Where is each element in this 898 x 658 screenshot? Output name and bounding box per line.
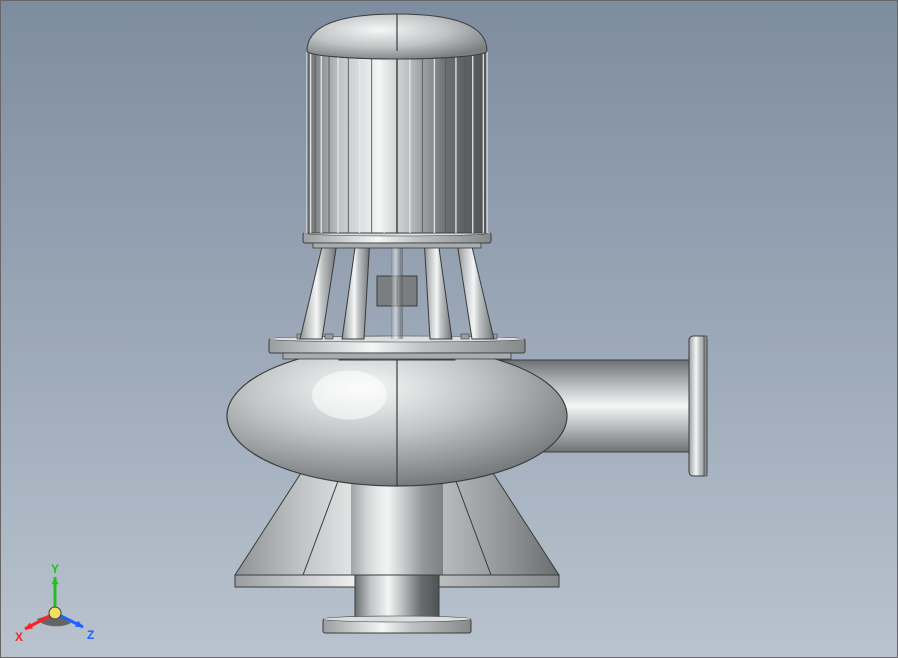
axis-origin: [49, 607, 61, 619]
axis-triad[interactable]: X Y Z: [11, 557, 101, 647]
pump-model[interactable]: [1, 1, 898, 658]
cad-viewport[interactable]: X Y Z: [0, 0, 898, 658]
upper-flange-ring: [283, 353, 511, 359]
motor-flange-ring: [313, 243, 481, 248]
axis-label-y: Y: [51, 562, 59, 576]
axis-x: X: [15, 613, 55, 644]
flange-bolt: [461, 334, 469, 339]
coupling-frame: [300, 243, 494, 339]
flange-bolt: [325, 334, 333, 339]
volute-casing: [227, 346, 567, 486]
axis-y: Y: [51, 562, 59, 613]
motor: [307, 14, 487, 233]
axis-label-x: X: [15, 630, 23, 644]
axis-label-z: Z: [87, 628, 94, 642]
axis-z: Z: [55, 613, 94, 642]
pedestal: [235, 473, 559, 587]
